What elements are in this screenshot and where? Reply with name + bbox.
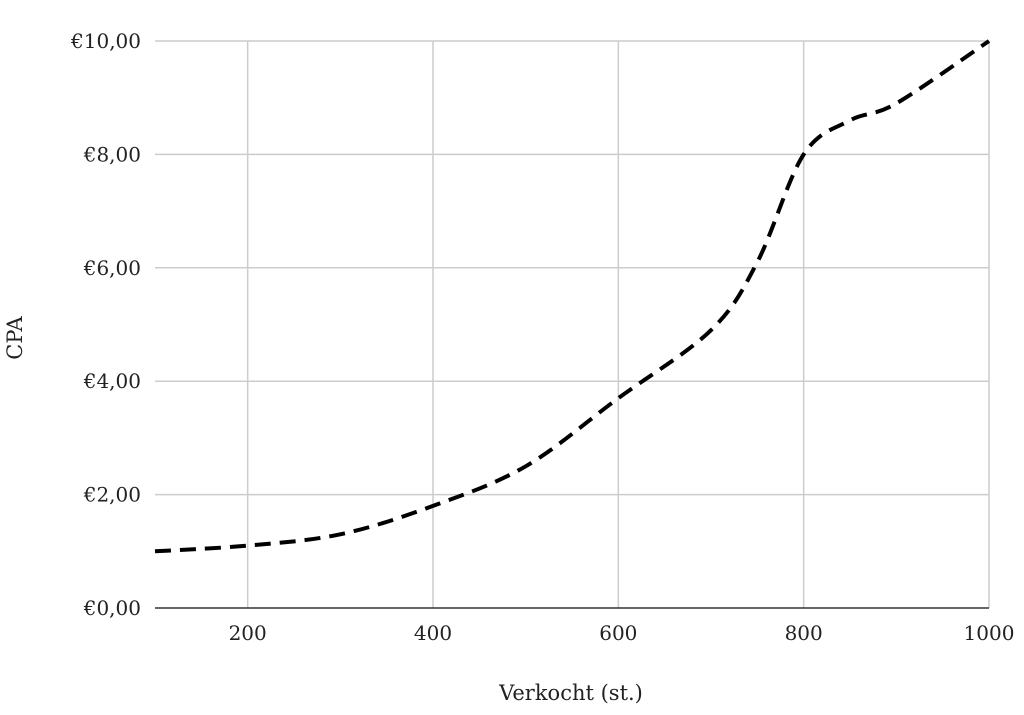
x-tick-label: 400	[414, 621, 452, 645]
x-tick-label: 600	[599, 621, 637, 645]
tick-labels: €0,00 €2,00 €4,00 €6,00 €8,00 €10,00 200 400 600…	[70, 29, 1014, 645]
y-tick-label: €6,00	[83, 256, 141, 280]
y-tick-label: €4,00	[83, 369, 141, 393]
series	[154, 39, 991, 554]
x-tick-label: 1000	[964, 621, 1015, 645]
x-axis-title: Verkocht (st.)	[498, 681, 643, 705]
y-tick-label: €8,00	[83, 142, 141, 166]
y-axis-title: CPA	[3, 315, 27, 359]
y-tick-label: €10,00	[70, 29, 141, 53]
y-tick-label: €0,00	[83, 596, 141, 620]
x-tick-label: 200	[229, 621, 267, 645]
x-tick-label: 800	[785, 621, 823, 645]
y-tick-label: €2,00	[83, 483, 141, 507]
grid	[155, 40, 990, 608]
cpa-series-line	[154, 39, 991, 554]
